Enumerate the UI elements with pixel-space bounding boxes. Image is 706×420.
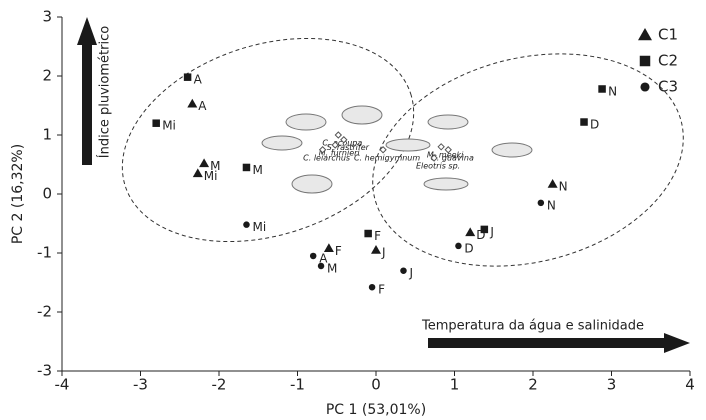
point-label: A [198, 99, 207, 113]
point-label: N [547, 198, 556, 212]
point-label: F [374, 229, 381, 243]
annotation: Índice pluviométrico [97, 26, 113, 158]
x-tick-label: 0 [371, 376, 381, 394]
marker-circle [455, 242, 462, 250]
legend-label: C1 [658, 26, 678, 44]
y-tick-label: -2 [37, 303, 52, 321]
marker-square [480, 225, 489, 234]
marker-triangle [371, 245, 381, 254]
loading-marker [444, 146, 452, 154]
point-label: M [210, 159, 220, 173]
marker-circle [317, 262, 325, 270]
marker-circle [400, 267, 407, 274]
point-label: D [464, 241, 473, 255]
legend-label: C3 [658, 78, 678, 96]
point-label: M [252, 163, 262, 177]
fish-icons [261, 105, 533, 194]
point-label: Mi [204, 169, 218, 183]
loading-marker [340, 136, 348, 144]
loading-label: C. hemigymnum [354, 153, 420, 162]
marker-circle [537, 199, 545, 207]
point-label: J [489, 225, 494, 239]
point-label: D [590, 118, 599, 132]
x-tick-label: 1 [450, 376, 460, 394]
arrow-up [77, 17, 97, 165]
loading-label: G. guavina [431, 153, 474, 162]
point-label: N [559, 179, 568, 193]
loading-marker [334, 131, 343, 139]
marker-triangle [465, 227, 476, 237]
marker-square [598, 85, 606, 93]
marker-circle [309, 252, 317, 260]
loading-marker [318, 146, 327, 154]
y-tick-label: 2 [42, 67, 52, 85]
loading-label: C. leiarchus [303, 153, 350, 162]
x-tick-label: -1 [290, 376, 305, 394]
x-axis-label: PC 1 (53,01%) [326, 402, 426, 418]
y-tick-label: 0 [42, 185, 52, 203]
y-tick-label: -3 [37, 362, 52, 380]
marker-circle [368, 283, 376, 291]
group-ellipse [372, 53, 684, 267]
point-label: N [608, 84, 617, 98]
marker-triangle [323, 243, 334, 253]
point-label: A [194, 73, 203, 87]
y-tick-label: 1 [42, 126, 52, 144]
marker-square [364, 229, 372, 238]
marker-square [639, 55, 651, 67]
loading-marker [379, 146, 387, 154]
point-label: J [408, 266, 413, 280]
point-label: F [378, 283, 385, 297]
loading-label: Eleotris sp. [416, 162, 460, 171]
point-label: F [335, 244, 342, 258]
loading-label: C. acoupa [322, 139, 362, 148]
y-axis-label: PC 2 (16,32%) [10, 144, 26, 244]
point-label: D [476, 228, 485, 242]
marker-circle [640, 82, 650, 92]
marker-square [152, 119, 160, 127]
loading-label: M. furnieri [319, 149, 361, 158]
marker-square [580, 118, 588, 126]
point-label: Mi [252, 220, 266, 234]
marker-triangle [199, 158, 210, 168]
marker-square [242, 163, 251, 172]
x-tick-label: 4 [685, 376, 695, 394]
annotation: Temperatura da água e salinidade [421, 319, 644, 334]
y-tick-label: 3 [42, 8, 52, 26]
loading-marker [437, 143, 445, 151]
point-label: M [327, 261, 337, 275]
marker-triangle [187, 98, 198, 108]
x-tick-label: -2 [212, 376, 227, 394]
marker-triangle [547, 178, 558, 188]
loading-marker [430, 154, 438, 162]
point-label: A [319, 251, 328, 265]
marker-triangle [638, 28, 652, 41]
x-tick-label: -3 [133, 376, 148, 394]
x-tick-label: -4 [55, 376, 70, 394]
loading-label: M. meeki [427, 150, 464, 159]
group-ellipse [121, 37, 415, 243]
y-tick-label: -1 [37, 244, 52, 262]
legend-label: C2 [658, 52, 678, 70]
marker-circle [243, 221, 250, 228]
point-label: J [381, 246, 386, 260]
marker-triangle [192, 168, 203, 178]
x-tick-label: 2 [528, 376, 538, 394]
x-tick-label: 3 [607, 376, 617, 394]
arrow-right [428, 333, 690, 353]
loading-marker [331, 141, 339, 149]
point-label: Mi [162, 119, 176, 133]
loading-label: S. rastrifer [327, 143, 370, 152]
marker-square [183, 73, 192, 81]
